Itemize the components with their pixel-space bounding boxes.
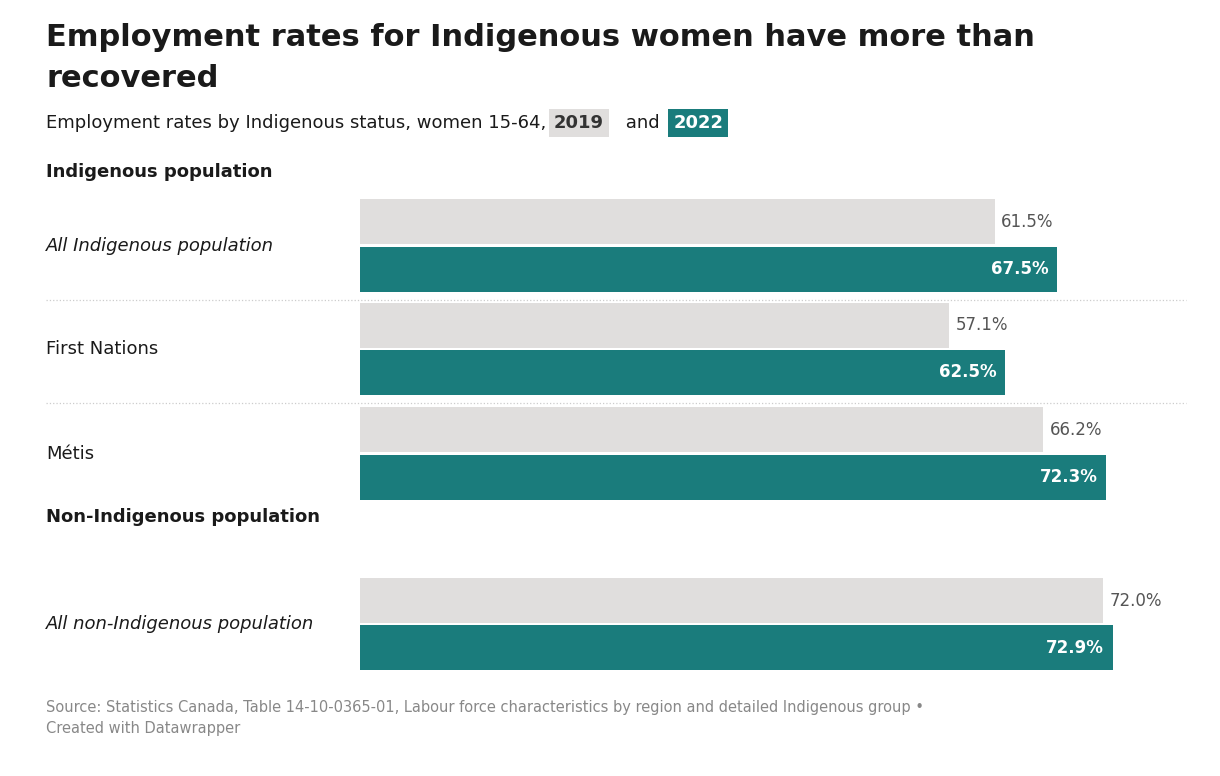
Text: All non-Indigenous population: All non-Indigenous population <box>46 615 315 633</box>
Text: All Indigenous population: All Indigenous population <box>46 237 274 255</box>
Text: Non-Indigenous population: Non-Indigenous population <box>46 508 321 526</box>
Text: 66.2%: 66.2% <box>1049 421 1102 439</box>
Text: 61.5%: 61.5% <box>1000 213 1053 231</box>
Text: Employment rates by Indigenous status, women 15-64,: Employment rates by Indigenous status, w… <box>46 113 553 132</box>
Text: Indigenous population: Indigenous population <box>46 163 273 181</box>
Text: Employment rates for Indigenous women have more than: Employment rates for Indigenous women ha… <box>46 23 1036 52</box>
Text: First Nations: First Nations <box>46 340 159 358</box>
Text: 62.5%: 62.5% <box>939 363 997 382</box>
Text: 2019: 2019 <box>554 113 604 132</box>
Text: recovered: recovered <box>46 64 218 92</box>
Text: Métis: Métis <box>46 445 94 462</box>
Text: Source: Statistics Canada, Table 14-10-0365-01, Labour force characteristics by : Source: Statistics Canada, Table 14-10-0… <box>46 700 925 736</box>
Text: 72.3%: 72.3% <box>1039 468 1098 487</box>
Text: 67.5%: 67.5% <box>991 260 1048 279</box>
Text: 72.0%: 72.0% <box>1109 591 1161 610</box>
Text: and: and <box>620 113 665 132</box>
Text: 2022: 2022 <box>673 113 723 132</box>
Text: 57.1%: 57.1% <box>955 316 1008 334</box>
Text: 72.9%: 72.9% <box>1046 639 1104 657</box>
